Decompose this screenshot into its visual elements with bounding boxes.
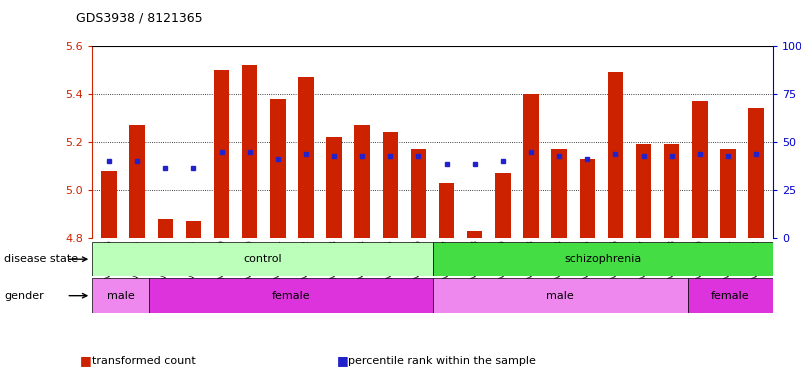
Text: transformed count: transformed count bbox=[92, 356, 196, 366]
Text: ■: ■ bbox=[336, 354, 348, 367]
Bar bbox=[411, 149, 426, 238]
Text: female: female bbox=[272, 291, 310, 301]
Text: ■: ■ bbox=[80, 354, 92, 367]
Bar bbox=[326, 137, 342, 238]
Bar bbox=[186, 221, 201, 238]
Bar bbox=[580, 159, 595, 238]
Bar bbox=[433, 242, 773, 276]
Bar bbox=[355, 125, 370, 238]
Text: female: female bbox=[711, 291, 750, 301]
Bar bbox=[439, 183, 454, 238]
Bar bbox=[298, 77, 314, 238]
Bar bbox=[383, 132, 398, 238]
Bar bbox=[92, 242, 433, 276]
Text: disease state: disease state bbox=[4, 254, 78, 264]
Bar bbox=[92, 278, 149, 313]
Bar bbox=[688, 278, 773, 313]
Bar bbox=[551, 149, 567, 238]
Text: schizophrenia: schizophrenia bbox=[564, 254, 642, 264]
Text: male: male bbox=[107, 291, 135, 301]
Bar bbox=[692, 101, 707, 238]
Bar bbox=[214, 70, 229, 238]
Bar bbox=[158, 219, 173, 238]
Bar bbox=[748, 108, 764, 238]
Text: control: control bbox=[243, 254, 282, 264]
Text: GDS3938 / 8121365: GDS3938 / 8121365 bbox=[76, 12, 203, 25]
Text: gender: gender bbox=[4, 291, 44, 301]
Bar bbox=[636, 144, 651, 238]
Bar bbox=[149, 278, 433, 313]
Bar bbox=[433, 278, 688, 313]
Bar bbox=[467, 231, 482, 238]
Text: percentile rank within the sample: percentile rank within the sample bbox=[348, 356, 537, 366]
Bar bbox=[523, 94, 539, 238]
Bar bbox=[664, 144, 679, 238]
Bar bbox=[242, 65, 257, 238]
Bar bbox=[101, 171, 117, 238]
Text: male: male bbox=[546, 291, 574, 301]
Bar bbox=[495, 173, 510, 238]
Bar bbox=[608, 73, 623, 238]
Bar bbox=[270, 99, 285, 238]
Bar bbox=[720, 149, 735, 238]
Bar bbox=[130, 125, 145, 238]
